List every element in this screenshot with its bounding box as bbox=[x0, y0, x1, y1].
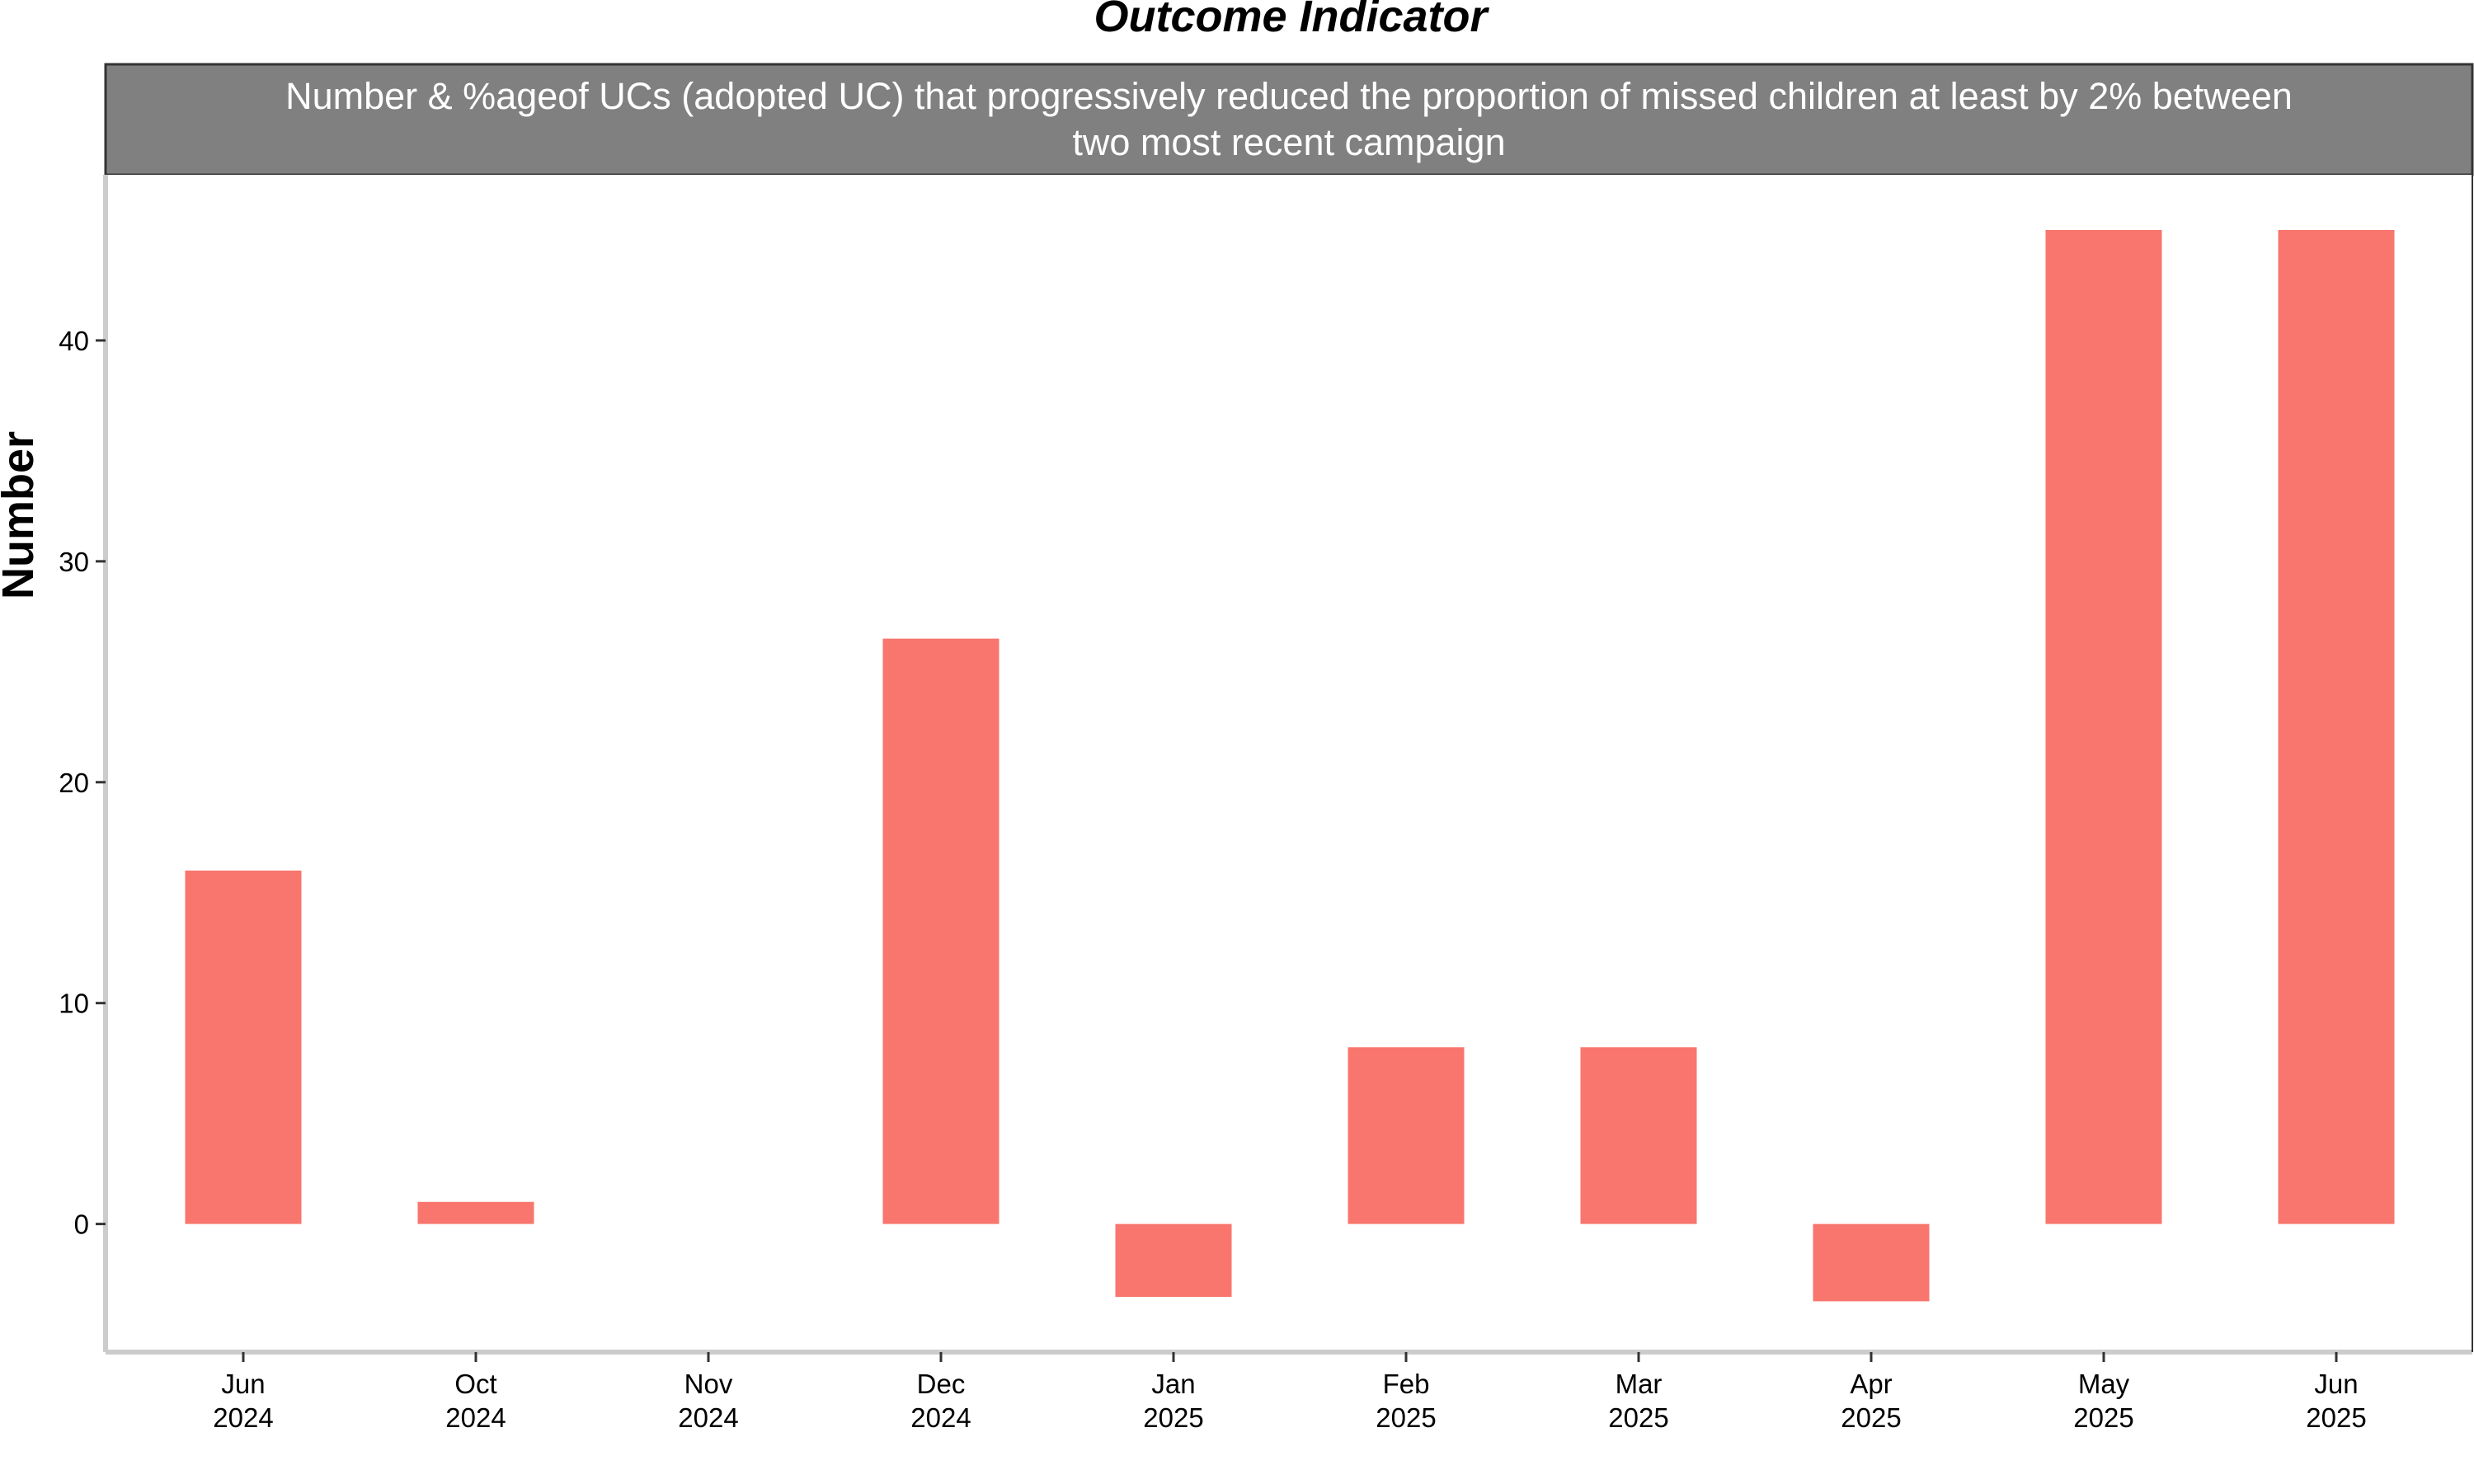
bar-apr-2025 bbox=[1813, 1223, 1930, 1302]
bar-jun-2025 bbox=[2278, 229, 2395, 1224]
x-tick-label-year-0: 2024 bbox=[213, 1402, 273, 1433]
x-tick-label-month-2: Nov bbox=[684, 1369, 733, 1399]
x-tick-label-year-9: 2025 bbox=[2306, 1402, 2366, 1433]
facet-strip-line-2: two most recent campaign bbox=[1072, 121, 1505, 163]
bar-feb-2025 bbox=[1348, 1047, 1465, 1224]
x-tick-label-month-9: Jun bbox=[2314, 1369, 2358, 1399]
y-tick-label-30: 30 bbox=[59, 547, 89, 577]
facet-strip-line-1: Number & %ageof UCs (adopted UC) that pr… bbox=[285, 75, 2293, 117]
x-tick-label-month-5: Feb bbox=[1383, 1369, 1430, 1399]
x-tick-label-year-2: 2024 bbox=[678, 1402, 738, 1433]
x-tick-label-month-0: Jun bbox=[221, 1369, 265, 1399]
facet-strip: Number & %ageof UCs (adopted UC) that pr… bbox=[104, 63, 2474, 176]
x-tick-label-month-6: Mar bbox=[1616, 1369, 1663, 1399]
bar-oct-2024 bbox=[417, 1201, 534, 1224]
x-tick-label-year-3: 2024 bbox=[910, 1402, 971, 1433]
x-tick-label-year-7: 2025 bbox=[1841, 1402, 1901, 1433]
y-tick-label-0: 0 bbox=[74, 1209, 89, 1240]
y-tick-label-40: 40 bbox=[59, 326, 89, 356]
x-tick-label-year-1: 2024 bbox=[445, 1402, 506, 1433]
facet-strip-background bbox=[104, 63, 2474, 176]
y-tick-label-20: 20 bbox=[59, 768, 89, 798]
bar-mar-2025 bbox=[1580, 1047, 1697, 1224]
x-tick-label-year-4: 2025 bbox=[1143, 1402, 1203, 1433]
bar-dec-2024 bbox=[882, 638, 999, 1224]
x-tick-label-month-4: Jan bbox=[1151, 1369, 1195, 1399]
x-tick-label-year-8: 2025 bbox=[2073, 1402, 2133, 1433]
x-tick-label-month-8: May bbox=[2078, 1369, 2130, 1399]
x-tick-label-year-6: 2025 bbox=[1608, 1402, 1668, 1433]
bar-jun-2024 bbox=[185, 870, 302, 1224]
bar-jan-2025 bbox=[1115, 1223, 1232, 1298]
plot-area: 010203040Jun2024Oct2024Nov2024Dec2024Jan… bbox=[59, 175, 2473, 1433]
bar-may-2025 bbox=[2045, 229, 2162, 1224]
chart-title: Outcome Indicator bbox=[1094, 0, 1489, 41]
y-axis-label: Number bbox=[0, 431, 43, 599]
y-tick-label-10: 10 bbox=[59, 989, 89, 1019]
x-tick-label-year-5: 2025 bbox=[1376, 1402, 1436, 1433]
x-tick-label-month-7: Apr bbox=[1850, 1369, 1892, 1399]
x-tick-label-month-3: Dec bbox=[917, 1369, 966, 1399]
x-tick-label-month-1: Oct bbox=[454, 1369, 496, 1399]
